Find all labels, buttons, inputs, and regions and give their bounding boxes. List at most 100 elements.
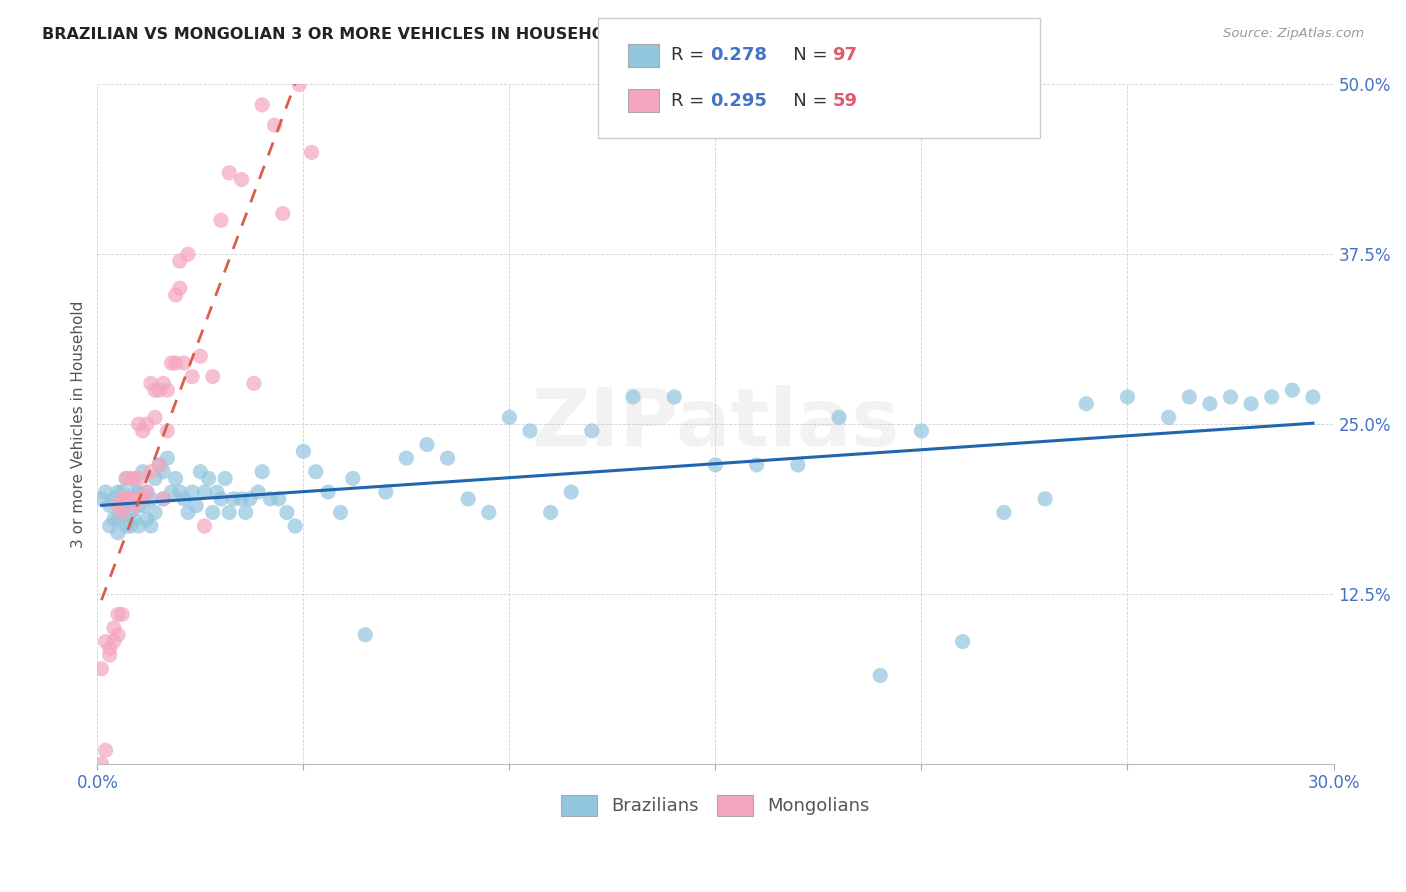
Point	[143, 471, 166, 485]
Text: BRAZILIAN VS MONGOLIAN 3 OR MORE VEHICLES IN HOUSEHOLD CORRELATION CHART: BRAZILIAN VS MONGOLIAN 3 OR MORE VEHICLE…	[42, 27, 827, 42]
Point	[342, 471, 364, 485]
Point	[239, 491, 262, 506]
Point	[190, 465, 212, 479]
Point	[169, 281, 191, 295]
Point	[664, 390, 686, 404]
Point	[1199, 397, 1222, 411]
Point	[201, 369, 224, 384]
Point	[581, 424, 603, 438]
Point	[284, 519, 307, 533]
Point	[148, 458, 170, 472]
Point	[1116, 390, 1139, 404]
Text: N =: N =	[776, 92, 834, 110]
Point	[152, 376, 174, 391]
Point	[139, 519, 162, 533]
Point	[231, 172, 253, 186]
Point	[94, 634, 117, 648]
Point	[111, 491, 134, 506]
Point	[329, 505, 352, 519]
Point	[519, 424, 541, 438]
Point	[1033, 491, 1056, 506]
Point	[243, 376, 266, 391]
Point	[540, 505, 562, 519]
Point	[143, 383, 166, 397]
Point	[135, 485, 157, 500]
Point	[98, 519, 121, 533]
Point	[288, 78, 311, 92]
Point	[115, 499, 138, 513]
Point	[94, 485, 117, 500]
Point	[90, 491, 112, 506]
Point	[103, 491, 125, 506]
Point	[107, 525, 129, 540]
Point	[124, 471, 146, 485]
Point	[120, 471, 142, 485]
Point	[94, 743, 117, 757]
Point	[704, 458, 727, 472]
Point	[276, 505, 298, 519]
Point	[120, 491, 142, 506]
Point	[107, 499, 129, 513]
Point	[869, 668, 891, 682]
Point	[107, 607, 129, 622]
Text: ZIPatlas: ZIPatlas	[531, 385, 900, 463]
Point	[374, 485, 396, 500]
Point	[745, 458, 768, 472]
Point	[139, 376, 162, 391]
Point	[135, 485, 157, 500]
Point	[416, 437, 439, 451]
Point	[98, 648, 121, 662]
Point	[1302, 390, 1324, 404]
Text: 0.278: 0.278	[710, 46, 768, 64]
Point	[560, 485, 582, 500]
Point	[910, 424, 932, 438]
Point	[498, 410, 520, 425]
Point	[231, 491, 253, 506]
Text: R =: R =	[671, 46, 710, 64]
Point	[124, 491, 146, 506]
Point	[152, 465, 174, 479]
Point	[354, 628, 377, 642]
Point	[952, 634, 974, 648]
Point	[152, 491, 174, 506]
Text: 59: 59	[832, 92, 858, 110]
Point	[128, 471, 150, 485]
Point	[103, 621, 125, 635]
Point	[1157, 410, 1180, 425]
Point	[111, 485, 134, 500]
Point	[98, 499, 121, 513]
Point	[128, 491, 150, 506]
Point	[131, 499, 153, 513]
Point	[124, 512, 146, 526]
Point	[111, 505, 134, 519]
Point	[131, 465, 153, 479]
Point	[128, 519, 150, 533]
Point	[107, 512, 129, 526]
Legend: Brazilians, Mongolians: Brazilians, Mongolians	[554, 788, 877, 822]
Point	[271, 206, 294, 220]
Point	[165, 471, 187, 485]
Point	[156, 424, 179, 438]
Point	[250, 98, 273, 112]
Point	[395, 451, 418, 466]
Point	[90, 756, 112, 771]
Point	[139, 465, 162, 479]
Point	[292, 444, 315, 458]
Point	[1281, 383, 1303, 397]
Point	[128, 485, 150, 500]
Point	[250, 465, 273, 479]
Point	[115, 471, 138, 485]
Point	[107, 485, 129, 500]
Point	[209, 213, 232, 227]
Point	[148, 458, 170, 472]
Point	[152, 491, 174, 506]
Point	[209, 491, 232, 506]
Point	[98, 641, 121, 656]
Point	[247, 485, 270, 500]
Point	[135, 417, 157, 431]
Point	[1240, 397, 1263, 411]
Point	[621, 390, 644, 404]
Point	[181, 369, 204, 384]
Point	[115, 519, 138, 533]
Point	[1219, 390, 1241, 404]
